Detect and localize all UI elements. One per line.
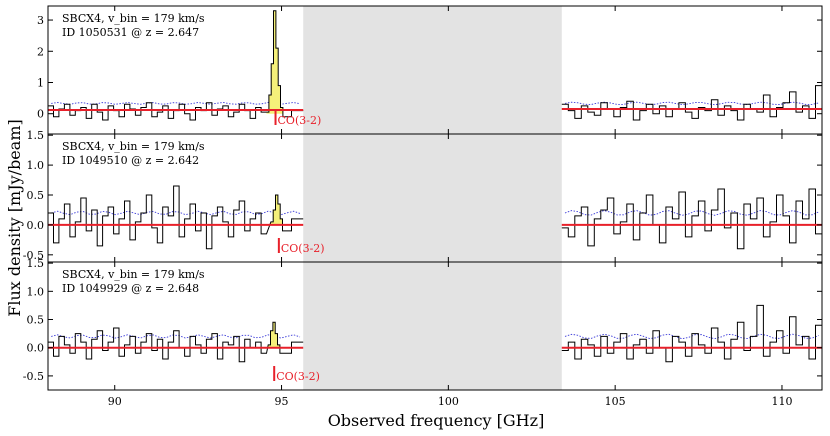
x-tick-label: 95	[275, 395, 289, 408]
panel-label-line2: ID 1050531 @ z = 2.647	[62, 26, 199, 39]
gap-band	[303, 134, 562, 262]
spectrum-left	[48, 321, 304, 363]
spectrum-right	[561, 85, 822, 121]
line-emission-fill	[268, 322, 280, 348]
panel-2: CO(3-2) SBCX4, v_bin = 179 km/sID 1049510…	[23, 129, 823, 263]
x-tick-label: 90	[108, 395, 122, 408]
panel-label-line1: SBCX4, v_bin = 179 km/s	[62, 268, 205, 281]
line-emission-fill	[266, 10, 283, 114]
spectrum-right	[561, 304, 822, 363]
spectrum-left	[48, 10, 304, 121]
noise-curve-left	[51, 210, 301, 216]
panel-1: CO(3-2) SBCX4, v_bin = 179 km/sID 1050531…	[37, 5, 823, 135]
y-tick-label: 0.5	[27, 189, 45, 202]
y-tick-label: 1.0	[27, 159, 45, 172]
line-emission-fill	[270, 195, 283, 225]
panel-frame	[47, 261, 823, 391]
spectrum-left	[48, 185, 304, 250]
line-marker-label: CO(3-2)	[281, 242, 325, 255]
y-tick-label: 0.5	[27, 314, 45, 327]
panel-label-line1: SBCX4, v_bin = 179 km/s	[62, 12, 205, 25]
y-axis-label: Flux density [mJy/beam]	[5, 119, 24, 316]
y-tick-label: 2	[37, 45, 44, 58]
y-tick-label: 0.0	[27, 342, 45, 355]
spectrum-right	[561, 188, 822, 250]
x-tick-label: 110	[771, 395, 792, 408]
y-tick-label: 1.0	[27, 285, 45, 298]
noise-curve-left	[51, 102, 301, 105]
x-axis-label: Observed frequency [GHz]	[328, 411, 545, 430]
noise-curve-left	[51, 334, 301, 339]
y-tick-label: 1.5	[27, 257, 45, 270]
y-tick-label: 0.0	[27, 219, 45, 232]
line-marker-label: CO(3-2)	[276, 370, 320, 383]
gap-band	[303, 6, 562, 134]
y-tick-label: 0	[37, 108, 44, 121]
y-tick-label: 1	[37, 76, 44, 89]
y-tick-label: -0.5	[23, 249, 44, 262]
panel-3: CO(3-2) SBCX4, v_bin = 179 km/sID 1049929…	[23, 257, 823, 391]
x-tick-label: 105	[605, 395, 626, 408]
y-tick-label: 1.5	[27, 129, 45, 142]
panels-layer: CO(3-2)SBCX4, v_bin = 179 km/sID 1050531…	[23, 5, 823, 408]
noise-curve-right	[564, 210, 819, 216]
gap-band	[303, 262, 562, 390]
line-marker-label: CO(3-2)	[278, 114, 322, 127]
panel-label-line2: ID 1049510 @ z = 2.642	[62, 154, 199, 167]
x-tick-label: 100	[438, 395, 459, 408]
y-tick-label: -0.5	[23, 370, 44, 383]
y-tick-label: 3	[37, 14, 44, 27]
panel-label-line2: ID 1049929 @ z = 2.648	[62, 282, 199, 295]
panel-label-line1: SBCX4, v_bin = 179 km/s	[62, 140, 205, 153]
